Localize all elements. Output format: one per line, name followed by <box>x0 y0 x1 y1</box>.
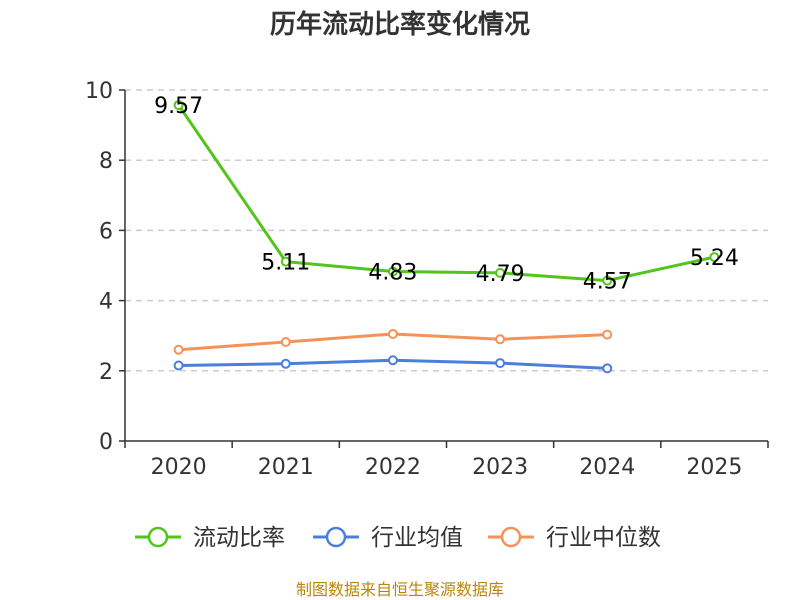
y-tick-label: 6 <box>99 219 113 244</box>
y-tick-label: 10 <box>85 79 113 104</box>
data-point[interactable] <box>173 360 184 371</box>
x-tick-label: 2021 <box>258 455 314 480</box>
data-label: 4.79 <box>476 262 525 287</box>
y-tick-label: 8 <box>99 149 113 174</box>
y-tick-label: 2 <box>99 360 113 385</box>
series-line <box>177 104 715 283</box>
y-tick-label: 4 <box>99 290 113 315</box>
data-labels: 9.57 5.11 4.83 4.79 4.57 5.24 <box>154 94 739 294</box>
legend-label: 流动比率 <box>193 525 285 551</box>
legend-item[interactable]: 行业均值 <box>313 525 463 551</box>
data-point[interactable] <box>495 358 506 369</box>
legend-marker <box>500 526 522 548</box>
data-point[interactable] <box>173 100 184 111</box>
data-point[interactable] <box>387 355 398 366</box>
source-note: 制图数据来自恒生聚源数据库 <box>296 580 504 599</box>
data-point[interactable] <box>709 252 720 263</box>
legend-marker <box>325 526 347 548</box>
data-point[interactable] <box>602 363 613 374</box>
chart-title: 历年流动比率变化情况 <box>270 9 530 40</box>
series-lines <box>173 100 720 374</box>
data-point[interactable] <box>387 328 398 339</box>
data-point[interactable] <box>280 358 291 369</box>
data-label: 4.83 <box>368 260 417 285</box>
x-tick-label: 2020 <box>151 455 207 480</box>
data-label: 5.24 <box>690 246 739 271</box>
data-point[interactable] <box>602 329 613 340</box>
legend-item[interactable]: 行业中位数 <box>488 525 661 551</box>
data-point[interactable] <box>495 267 506 278</box>
data-point[interactable] <box>280 256 291 267</box>
y-tick-label: 0 <box>99 430 113 455</box>
x-tick-label: 2023 <box>472 455 528 480</box>
grid-lines <box>125 89 768 372</box>
data-point[interactable] <box>602 275 613 286</box>
x-tick-label: 2022 <box>365 455 421 480</box>
legend-label: 行业中位数 <box>546 525 661 551</box>
data-point[interactable] <box>387 266 398 277</box>
legend-item[interactable]: 流动比率 <box>135 525 285 551</box>
axes: 0 2 4 6 8 10 2020 2021 2022 2023 2024 2025 <box>85 79 769 480</box>
data-label: 5.11 <box>261 251 310 276</box>
data-point[interactable] <box>280 337 291 348</box>
data-point[interactable] <box>495 334 506 345</box>
legend[interactable]: 流动比率 行业均值 行业中位数 <box>135 525 661 551</box>
data-point[interactable] <box>173 344 184 355</box>
x-tick-label: 2024 <box>579 455 635 480</box>
legend-label: 行业均值 <box>371 525 463 551</box>
data-label: 4.57 <box>583 270 632 295</box>
legend-marker <box>147 526 169 548</box>
x-tick-label: 2025 <box>686 455 742 480</box>
data-label: 9.57 <box>154 94 203 119</box>
